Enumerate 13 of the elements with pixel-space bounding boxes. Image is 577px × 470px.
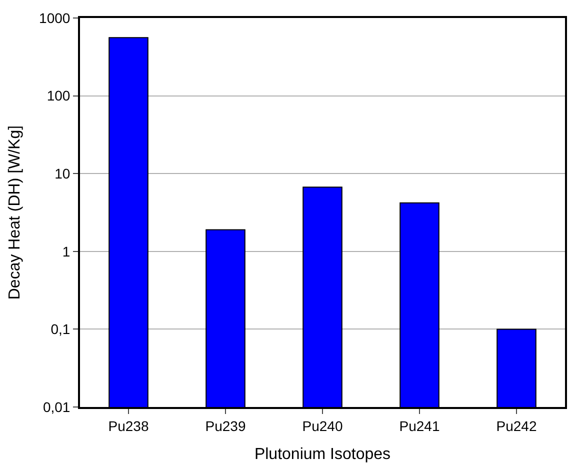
y-tick-label: 0,1 bbox=[50, 321, 70, 338]
y-tick-label: 0,01 bbox=[42, 398, 70, 415]
x-tick-label: Pu239 bbox=[205, 418, 246, 434]
x-tick-label: Pu242 bbox=[496, 418, 537, 434]
y-tick-label: 1000 bbox=[39, 10, 70, 26]
x-tick-label: Pu240 bbox=[302, 418, 343, 434]
y-axis-title: Decay Heat (DH) [W/Kg] bbox=[6, 125, 24, 300]
x-tick-label: Pu238 bbox=[108, 418, 149, 434]
y-tick-label: 1 bbox=[62, 243, 70, 260]
y-tick-label: 100 bbox=[46, 88, 70, 104]
x-axis-title: Plutonium Isotopes bbox=[254, 446, 391, 463]
y-tick-label: 10 bbox=[54, 166, 70, 182]
x-tick-label: Pu241 bbox=[399, 418, 440, 434]
